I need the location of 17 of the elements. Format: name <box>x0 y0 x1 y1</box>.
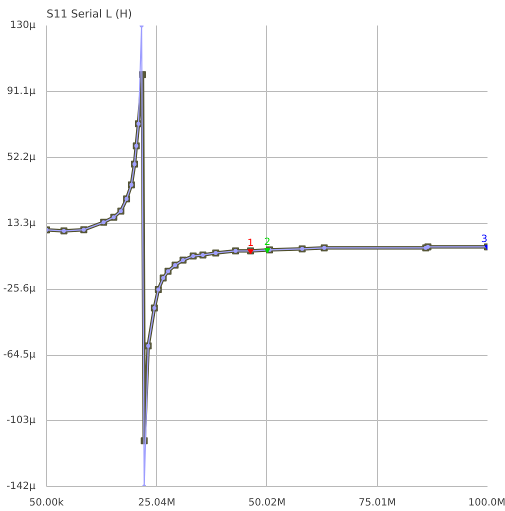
y-tick-label: 130µ <box>10 20 36 31</box>
x-tick-label: 50.00k <box>29 498 64 508</box>
annotation: 1 <box>247 238 254 249</box>
chart-title: S11 Serial L (H) <box>46 8 132 20</box>
annotation: 2 <box>264 236 271 248</box>
y-tick-label: -25.6µ <box>3 284 36 295</box>
y-tick-label: 13.3µ <box>6 218 36 229</box>
y-tick-label: -103µ <box>6 414 36 426</box>
y-tick-label: 52.2µ <box>6 152 36 163</box>
x-tick-label: 100.0M <box>468 498 505 508</box>
y-tick-label: 91.1µ <box>6 86 36 97</box>
x-tick-label: 50.02M <box>248 498 286 508</box>
y-tick-label: -142µ <box>6 481 36 492</box>
x-tick-label: 25.04M <box>138 498 176 508</box>
y-tick-label: -64.5µ <box>3 350 36 361</box>
x-tick-label: 75.01M <box>358 498 396 508</box>
annotation: 3 <box>481 234 488 245</box>
